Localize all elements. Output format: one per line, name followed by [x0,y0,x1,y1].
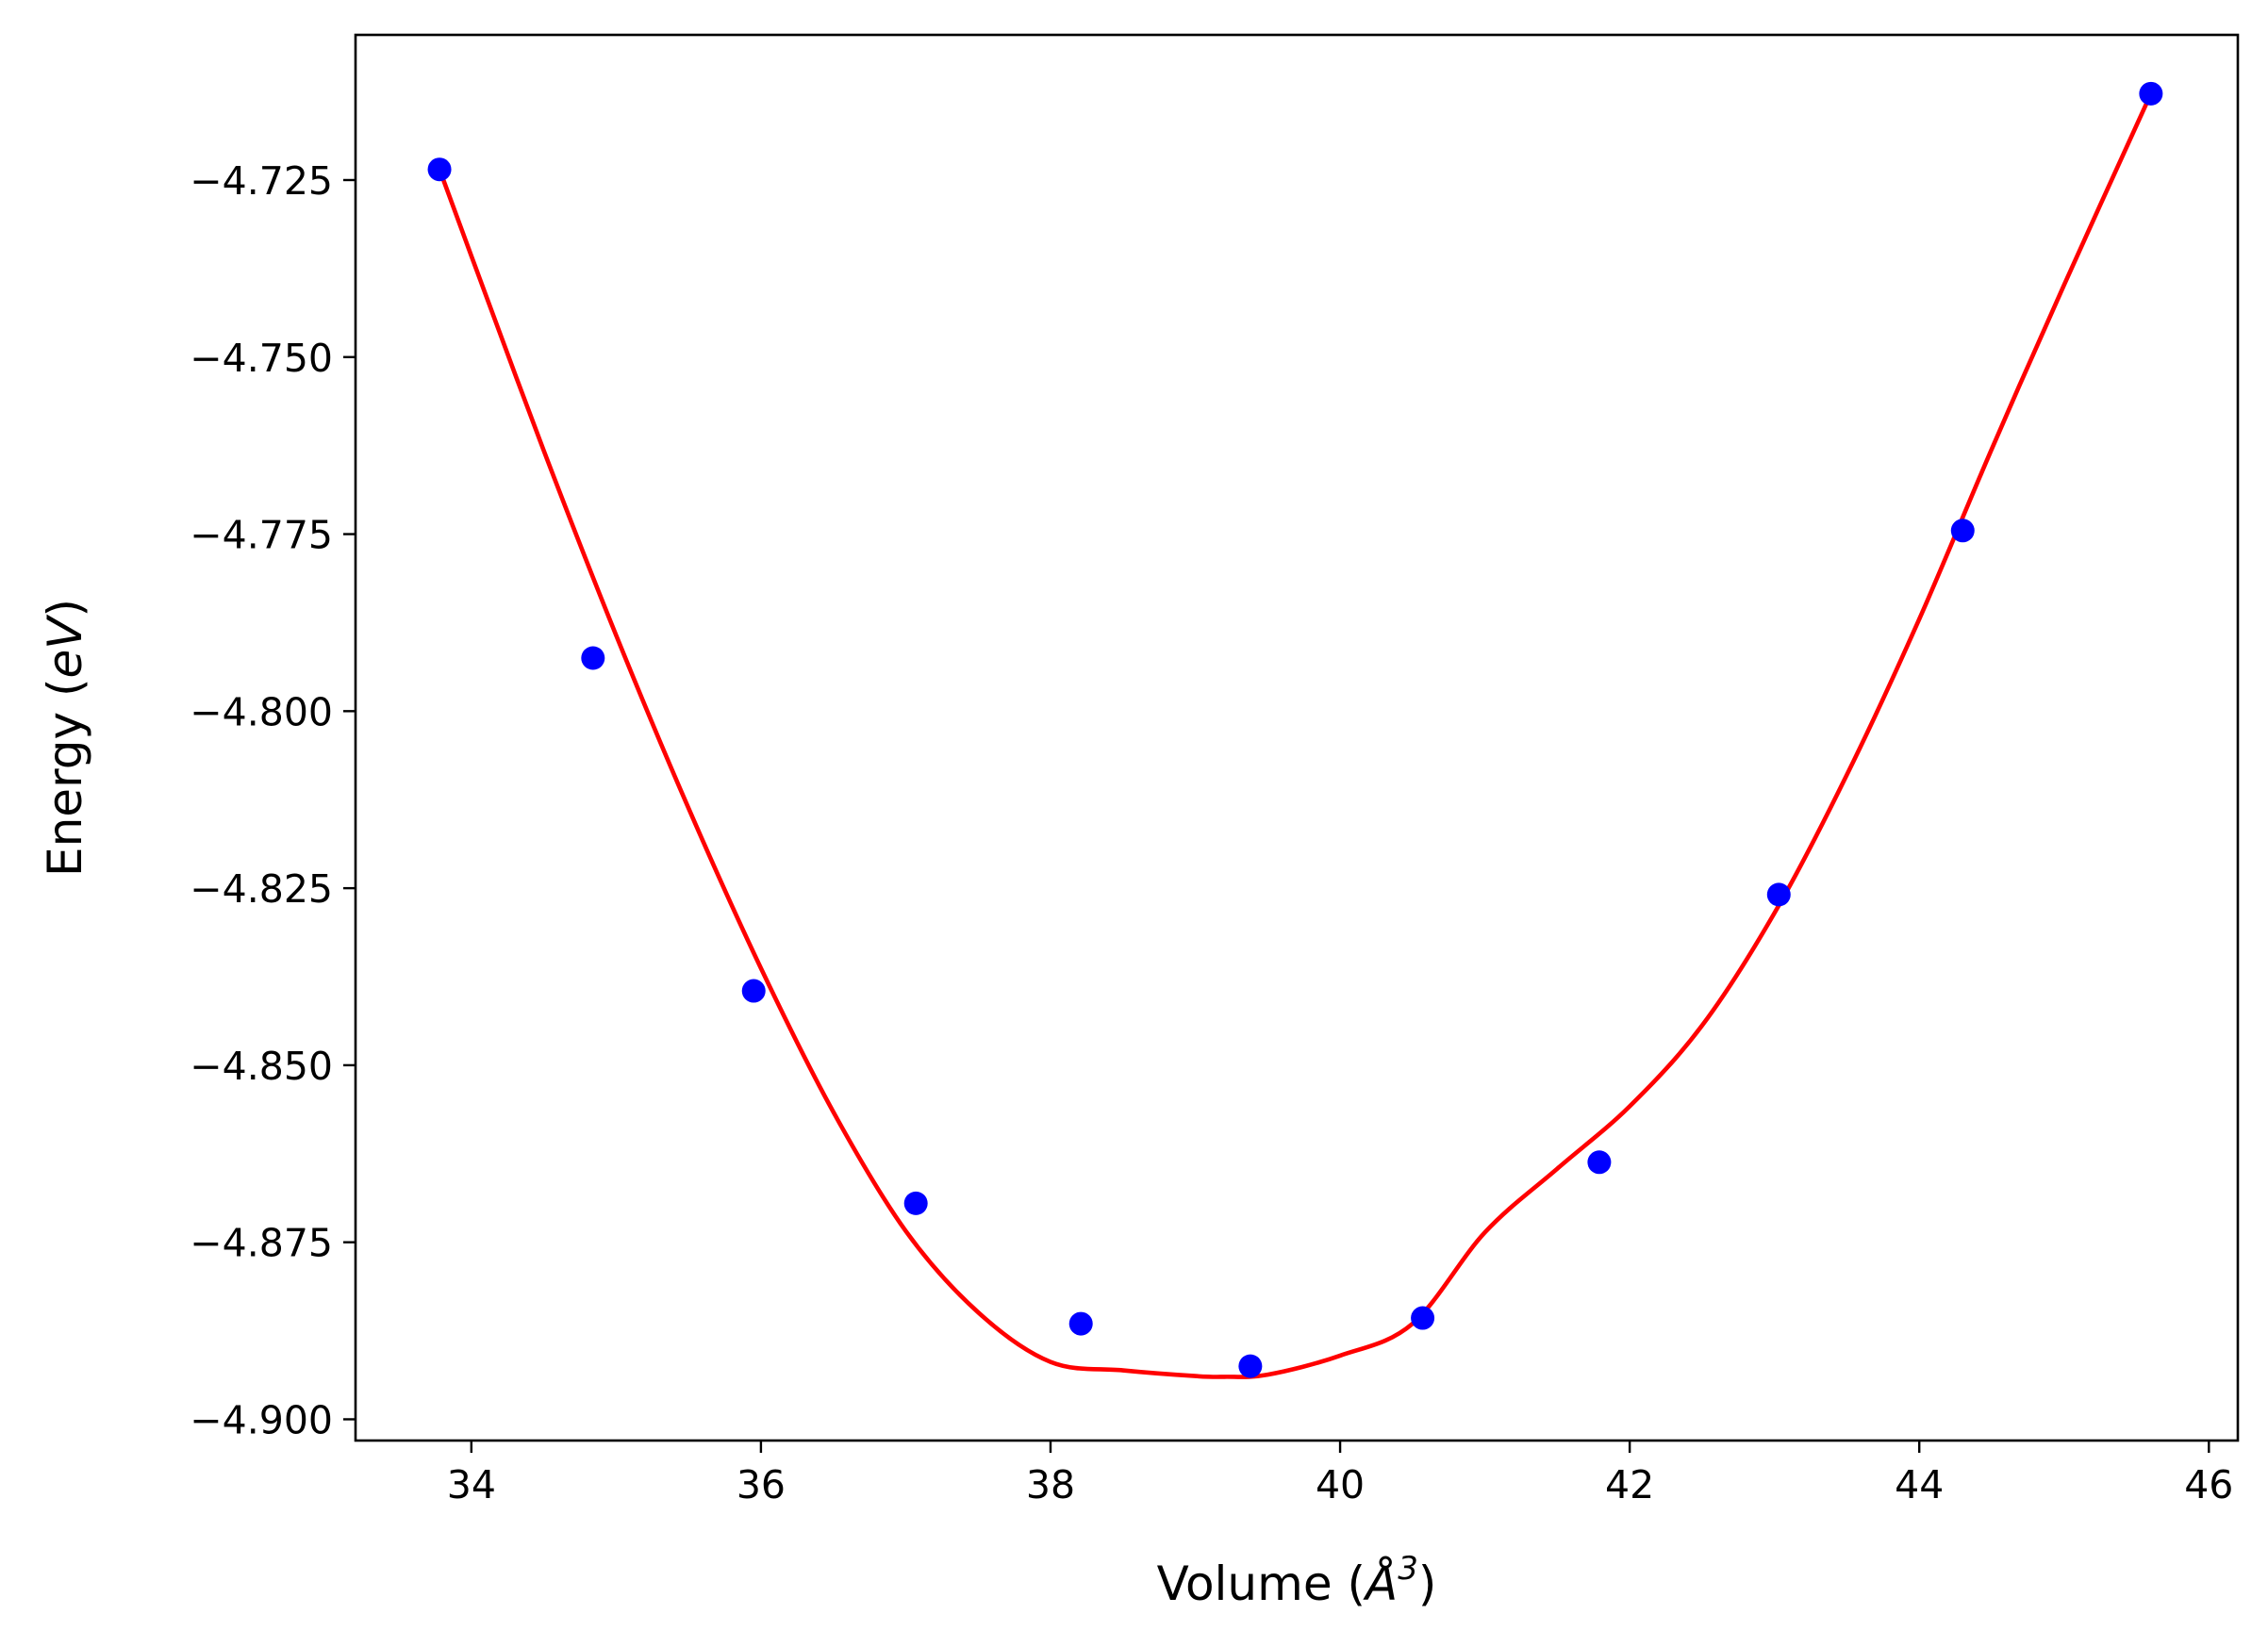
data-point [1238,1354,1263,1378]
x-tick-label: 46 [2184,1462,2233,1507]
data-point [581,646,605,670]
x-tick-label: 36 [737,1462,786,1507]
data-point [1068,1311,1093,1336]
y-tick-label: −4.875 [190,1221,333,1266]
plot-frame [354,33,2240,1442]
x-tick-label: 44 [1895,1462,1944,1507]
y-tick-label: −4.725 [190,158,333,204]
data-point [1411,1306,1435,1330]
y-axis: −4.725 −4.750 −4.775 −4.800 −4.825 −4.850 −4.8… [190,158,356,1442]
x-tick-label: 42 [1605,1462,1654,1507]
data-point [1950,519,1975,543]
data-point [1587,1150,1612,1175]
data-point [1766,882,1791,907]
x-tick-label: 38 [1026,1462,1075,1507]
data-point [2139,81,2163,106]
y-tick-label: −4.850 [190,1044,333,1089]
data-point [741,979,766,1003]
y-tick-label: −4.800 [190,689,333,734]
y-tick-label: −4.750 [190,336,333,381]
data-point [903,1191,928,1215]
x-axis-title: Volume (Å3) [1157,1550,1437,1611]
y-tick-label: −4.825 [190,866,333,912]
y-tick-label: −4.775 [190,513,333,558]
x-tick-label: 40 [1316,1462,1365,1507]
x-axis: 34 36 38 40 42 44 46 [447,1441,2233,1507]
data-point [427,157,452,182]
series-layer [427,81,2163,1379]
y-axis-title: Energy (eV) [38,599,92,877]
y-tick-label: −4.900 [190,1397,333,1442]
x-tick-label: 34 [447,1462,496,1507]
